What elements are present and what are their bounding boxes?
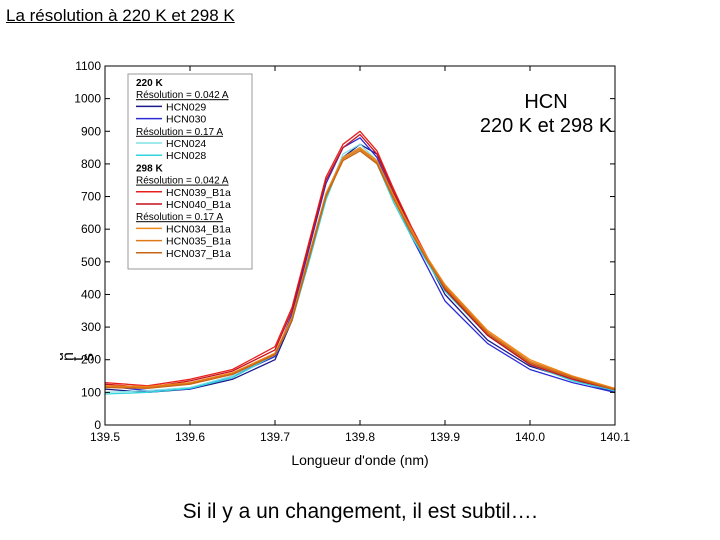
y-tick-label: 900 bbox=[81, 124, 101, 138]
legend-entry: HCN028 bbox=[166, 150, 206, 162]
y-tick-label: 300 bbox=[81, 320, 101, 334]
chart-svg: 139.5 139.6 139.7 139.8 139.9 140.0 140.1 0 100 2… bbox=[30, 59, 630, 468]
series-line-HCN037_B1a bbox=[104, 150, 616, 391]
legend-entry: HCN035_B1a bbox=[166, 236, 231, 248]
legend-entry: HCN030 bbox=[166, 114, 206, 126]
slide-caption: Si il y a un changement, il est subtil…. bbox=[182, 500, 538, 523]
legend-subheader: Résolution = 0.17 A bbox=[136, 212, 223, 223]
legend-entry: HCN037_B1a bbox=[166, 248, 231, 260]
y-axis-label-char: t bbox=[70, 356, 87, 361]
y-axis-label-char: n bbox=[60, 352, 77, 361]
legend-entry: HCN034_B1a bbox=[166, 223, 231, 235]
x-axis-label: Longueur d'onde (nm) bbox=[291, 452, 428, 468]
chart: 139.5 139.6 139.7 139.8 139.9 140.0 140.1 0 100 2… bbox=[30, 56, 660, 476]
y-tick-label: 500 bbox=[81, 255, 101, 269]
y-tick-label: 0 bbox=[94, 418, 101, 432]
x-tick-label: 139.8 bbox=[345, 430, 375, 444]
legend-entry: HCN029 bbox=[166, 101, 206, 113]
y-tick-label: 600 bbox=[81, 222, 101, 236]
x-tick-label: 139.6 bbox=[175, 430, 205, 444]
y-tick-label: 100 bbox=[81, 385, 101, 399]
legend-group-header: 220 K bbox=[136, 78, 163, 89]
y-axis-label-char: s bbox=[80, 353, 97, 361]
slide-title: La résolution à 220 K et 298 K bbox=[6, 6, 235, 25]
y-tick-label: 800 bbox=[81, 157, 101, 171]
x-tick-label: 139.7 bbox=[260, 430, 290, 444]
x-tick-label: 140.0 bbox=[515, 430, 545, 444]
legend-subheader: Résolution = 0.17 A bbox=[136, 127, 223, 138]
legend-entry: HCN024 bbox=[166, 138, 206, 150]
series-line-HCN035_B1a bbox=[104, 148, 616, 390]
legend-group-header: 298 K bbox=[136, 163, 163, 174]
legend-subheader: Résolution = 0.042 A bbox=[136, 90, 229, 101]
chart-title-line: 220 K et 298 K bbox=[480, 115, 613, 137]
y-tick-label: 200 bbox=[81, 353, 101, 367]
legend-entry: HCN040_B1a bbox=[166, 199, 231, 211]
chart-title-line: HCN bbox=[524, 91, 567, 113]
x-tick-label: 139.5 bbox=[90, 430, 120, 444]
x-tick-label: 140.1 bbox=[600, 430, 630, 444]
y-tick-label: 700 bbox=[81, 190, 101, 204]
x-tick-label: 139.9 bbox=[430, 430, 460, 444]
series-line-HCN040_B1a bbox=[104, 133, 616, 391]
legend-subheader: Résolution = 0.042 A bbox=[136, 176, 229, 187]
y-tick-label: 400 bbox=[81, 287, 101, 301]
y-tick-label: 1000 bbox=[74, 92, 101, 106]
legend-entry: HCN039_B1a bbox=[166, 187, 231, 199]
y-tick-label: 1100 bbox=[75, 59, 101, 73]
